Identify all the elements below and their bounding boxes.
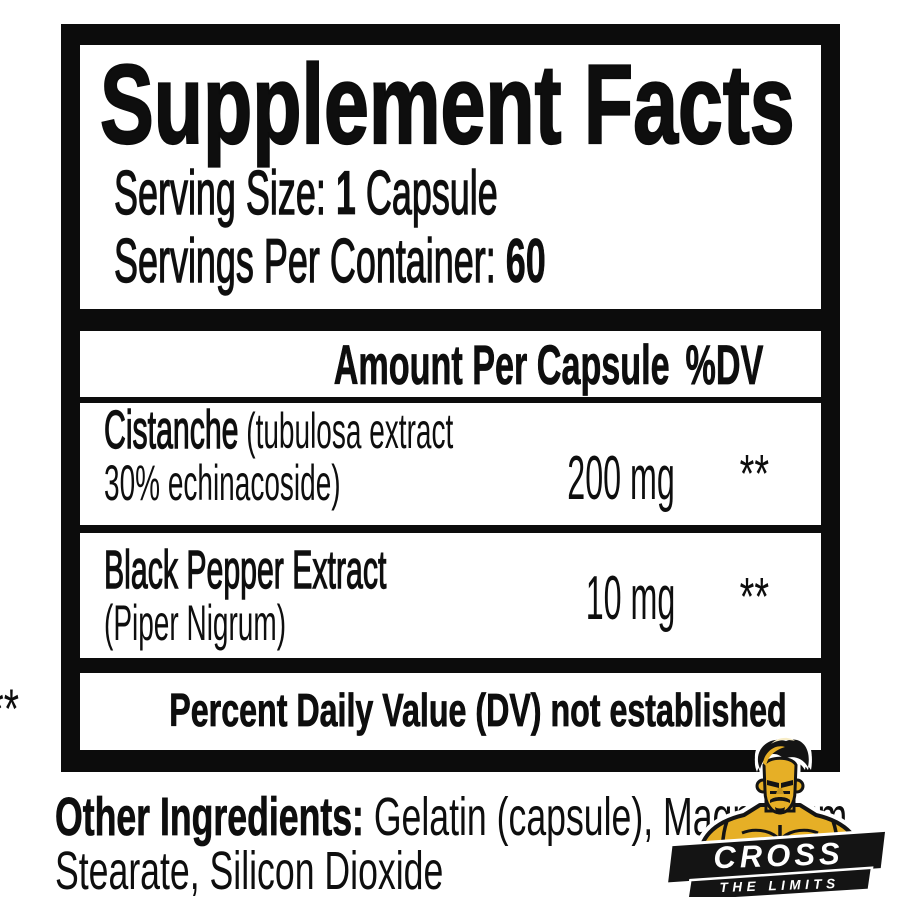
other-ingredients-line2: Stearate, Silicon Dioxide — [55, 841, 444, 900]
serving-size-unit: Capsule — [365, 159, 498, 228]
footnote-text: Percent Daily Value (DV) not established — [169, 684, 787, 736]
ingredient-name-bold: Cistanche — [104, 400, 239, 460]
serving-size-value: 1 — [335, 159, 356, 228]
other-ingredients: Other Ingredients: Gelatin (capsule), Ma… — [55, 790, 895, 898]
ingredient-row-black-pepper: Black Pepper Extract (Piper Nigrum) 10 m… — [80, 533, 821, 658]
column-header-row: Amount Per Capsule %DV — [80, 331, 821, 397]
other-ingredients-label: Other Ingredients: — [55, 787, 364, 847]
column-dv-header: %DV — [685, 332, 763, 396]
serving-size-label: Serving Size: — [114, 159, 327, 228]
serving-size-line: Serving Size: 1 Capsule — [114, 159, 776, 228]
brand-name-line1: CROSS — [713, 836, 844, 876]
brand-banner: CROSS THE LIMITS — [664, 828, 889, 900]
column-amount-header: Amount Per Capsule — [333, 332, 670, 396]
panel-title-text: Supplement Facts — [99, 42, 795, 167]
servings-per-container-line: Servings Per Container: 60 — [114, 227, 858, 296]
panel-header-section: Supplement Facts Serving Size: 1 Capsule… — [80, 45, 821, 309]
servings-label: Servings Per Container: — [114, 227, 497, 296]
ingredient-dv: ** — [739, 567, 769, 627]
ingredient-amount: 10 mg — [585, 564, 675, 633]
mascot-head — [755, 737, 809, 815]
ingredient-name: Cistanche (tubulosa extract 30% echinaco… — [104, 402, 728, 511]
footnote-marker: ** — [0, 677, 19, 740]
ingredient-name-line2: (Piper Nigrum) — [104, 595, 287, 651]
ingredient-row-cistanche: Cistanche (tubulosa extract 30% echinaco… — [80, 402, 821, 525]
panel-title: Supplement Facts — [99, 42, 900, 167]
servings-value: 60 — [505, 227, 546, 296]
brand-name-line2: THE LIMITS — [719, 876, 839, 895]
mascot-logo-graphic: CROSS THE LIMITS — [664, 737, 889, 900]
ingredient-name-line2: 30% echinacoside) — [104, 455, 341, 511]
ingredient-name-rest: (tubulosa extract — [238, 403, 454, 459]
brand-logo: CROSS THE LIMITS — [664, 731, 896, 900]
ingredient-dv: ** — [739, 444, 769, 504]
supplement-facts-panel: Supplement Facts Serving Size: 1 Capsule… — [0, 24, 840, 772]
footnote-row: ** Percent Daily Value (DV) not establis… — [0, 673, 821, 750]
ingredient-name: Black Pepper Extract (Piper Nigrum) — [104, 542, 608, 651]
ingredient-name-bold: Black Pepper Extract — [104, 540, 387, 600]
ingredient-amount: 200 mg — [567, 444, 675, 513]
